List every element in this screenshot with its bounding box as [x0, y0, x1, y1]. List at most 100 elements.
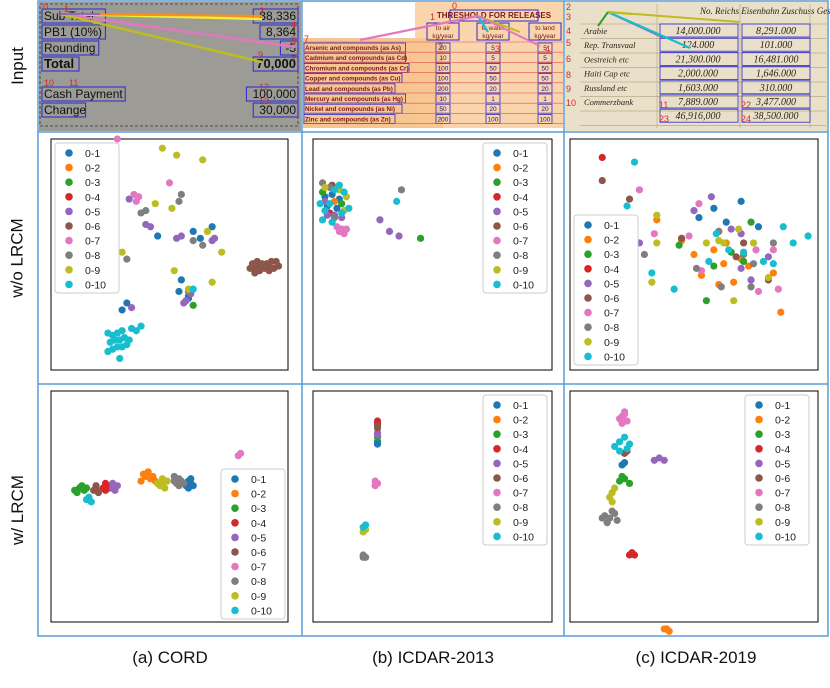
table-row-label: Lead and compounds (as Pb): [305, 86, 393, 93]
entity-box: [41, 40, 100, 56]
scatter-point: [82, 484, 91, 492]
legend-marker: [493, 251, 501, 259]
table-cell-value: 1: [543, 96, 547, 103]
scatter-point: [173, 151, 181, 159]
scatter-point: [182, 297, 190, 305]
table-column-header: to land: [535, 25, 555, 32]
legend-marker: [231, 592, 239, 600]
entity-box: [741, 66, 811, 80]
scatter-point: [338, 200, 346, 208]
scatter-point: [189, 237, 197, 245]
scatter-point: [710, 262, 718, 270]
scatter-point: [608, 498, 616, 506]
legend-marker: [231, 562, 239, 571]
ledger-amount: 16,481.000: [754, 54, 799, 65]
caption-icdar2013: (b) ICDAR-2013: [372, 648, 494, 667]
table-column-header: to air: [436, 25, 451, 32]
legend-marker: [493, 430, 501, 439]
entity-box: [252, 56, 299, 72]
scatter-point: [125, 195, 133, 203]
scatter-point: [620, 459, 629, 467]
scatter-point: [752, 246, 760, 254]
relation-link: [607, 10, 691, 50]
table-column-header: kg/year: [534, 33, 556, 40]
legend-label: 0-3: [251, 503, 266, 515]
scatter-point: [170, 472, 178, 481]
scatter-point: [690, 207, 698, 215]
receipt-item-value: 88,336: [259, 9, 296, 23]
table-row-label: Cadmium and compounds (as Cd): [305, 55, 407, 62]
scatter-point: [754, 287, 763, 296]
svg-text:3: 3: [566, 12, 571, 22]
legend-marker: [584, 221, 592, 229]
chart-legend: 0-1 0-2 0-3 0-4 0-5 0-6 0-7 0-8 0-9 0-10: [482, 394, 548, 546]
scatter-point: [675, 241, 683, 249]
legend-label: 0-3: [85, 177, 100, 189]
legend-label: 0-9: [604, 337, 619, 349]
legend-marker: [65, 222, 73, 230]
table-cell-value: 5: [491, 45, 495, 52]
scatter-point: [618, 472, 626, 481]
legend-marker: [65, 163, 73, 172]
legend-marker: [755, 401, 763, 409]
legend-label: 0-1: [513, 148, 528, 160]
receipt-item-value: 30,000: [259, 103, 296, 117]
table-cell-value: 50: [541, 65, 549, 72]
legend-label: 0-1: [604, 220, 619, 232]
svg-text:11: 11: [69, 78, 78, 88]
scatter-point: [702, 297, 711, 305]
scatter-point: [764, 253, 773, 261]
svg-text:9: 9: [566, 84, 571, 94]
scatter-point: [640, 250, 649, 259]
entity-box: [528, 22, 562, 41]
scatter-point: [237, 449, 245, 457]
entity-box: [259, 24, 299, 40]
legend-marker: [493, 474, 501, 482]
scatter-point: [705, 257, 713, 266]
legend-label: 0-6: [85, 221, 100, 233]
scatter-point: [725, 246, 733, 254]
legend-label: 0-10: [513, 279, 534, 291]
chart-legend: 0-1 0-2 0-3 0-4 0-5 0-6 0-7 0-8 0-9 0-10: [220, 468, 286, 620]
legend-marker: [231, 533, 239, 542]
table-cell-value: 20: [489, 86, 497, 93]
scatter-point: [333, 204, 341, 212]
legend-marker: [65, 236, 73, 245]
scatter-point: [393, 197, 401, 205]
relation-link: [59, 12, 263, 64]
ledger-amount: 21,300.000: [676, 54, 721, 65]
scatter-point: [125, 336, 133, 344]
receipt-item-label: PB1 (10%): [44, 25, 102, 39]
scatter-point: [165, 179, 174, 187]
scatter-point: [735, 225, 743, 233]
table-row-label: Mercury and compounds (as Hg): [305, 96, 403, 103]
legend-label: 0-3: [775, 429, 790, 441]
legend-label: 0-5: [604, 278, 619, 290]
legend-marker: [65, 251, 73, 259]
ledger-amount: 14,000.000: [676, 26, 721, 37]
scatter-point: [625, 195, 634, 203]
scatter-point: [620, 408, 629, 416]
scatter-point: [670, 285, 678, 293]
scatter-point: [648, 278, 656, 286]
entity-box: [41, 102, 87, 118]
legend-marker: [584, 235, 592, 244]
scatter-point: [154, 479, 162, 487]
legend-label: 0-7: [85, 236, 100, 248]
caption-icdar2019: (c) ICDAR-2019: [635, 648, 757, 667]
scatter-point: [321, 207, 329, 215]
legend-label: 0-4: [604, 264, 619, 276]
scatter-point: [118, 306, 126, 314]
legend-label: 0-10: [251, 605, 272, 617]
scatter-point: [635, 186, 644, 194]
legend-label: 0-5: [85, 206, 100, 218]
legend-label: 0-10: [85, 279, 106, 291]
table-cell-value: 5: [491, 55, 495, 62]
legend-label: 0-5: [513, 458, 528, 470]
table-cell-value: 1: [491, 96, 495, 103]
legend-label: 0-4: [775, 444, 790, 456]
legend-label: 0-9: [251, 591, 266, 603]
scatter-point: [789, 239, 797, 247]
scatter-point: [265, 267, 273, 275]
scatter-point: [116, 354, 124, 363]
